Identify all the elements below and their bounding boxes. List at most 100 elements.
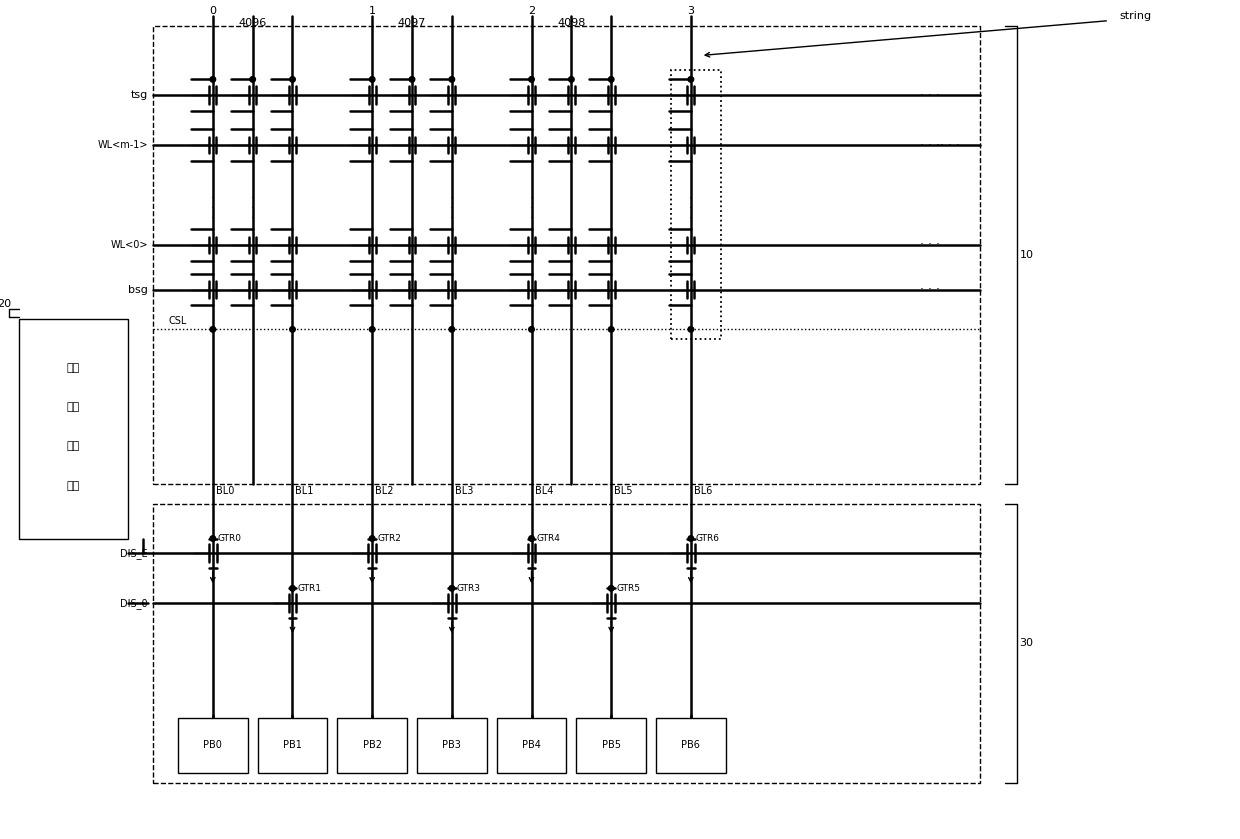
Text: 4097: 4097 [398,18,427,28]
Circle shape [569,76,574,82]
Circle shape [449,586,455,591]
Text: .: . [371,200,373,210]
Text: .: . [252,210,254,220]
Text: GTR3: GTR3 [456,584,481,593]
Text: 控制: 控制 [67,402,81,412]
Text: .: . [291,200,294,210]
Text: tsg: tsg [131,91,148,101]
Text: BL0: BL0 [216,486,234,496]
Circle shape [688,536,693,541]
Text: BL4: BL4 [534,486,553,496]
Text: PB3: PB3 [443,740,461,750]
Text: .: . [211,200,215,210]
Text: .: . [529,200,533,210]
Text: .: . [529,190,533,200]
Text: GTR6: GTR6 [696,534,720,543]
Text: · · ·: · · · [920,238,940,251]
Text: .: . [570,190,573,200]
Bar [497,718,567,773]
Bar [153,503,980,783]
Text: DIS_E: DIS_E [120,548,148,559]
Text: DIS_0: DIS_0 [120,598,148,609]
Circle shape [210,76,216,82]
Circle shape [210,326,216,332]
Bar [577,718,646,773]
Bar [671,70,720,339]
Text: GTR2: GTR2 [377,534,401,543]
Circle shape [290,326,295,332]
Text: 逻辑: 逻辑 [67,441,81,451]
Bar [19,320,128,539]
Text: 10: 10 [1019,250,1033,260]
Circle shape [609,326,614,332]
Circle shape [688,76,693,82]
Text: .: . [291,190,294,200]
Text: PB4: PB4 [522,740,541,750]
Text: .: . [450,210,454,220]
Text: PB1: PB1 [283,740,301,750]
Text: 3: 3 [687,6,694,16]
Text: .: . [689,210,692,220]
Circle shape [409,76,415,82]
Circle shape [449,326,455,332]
Text: .: . [211,190,215,200]
Text: 状态: 状态 [67,362,81,373]
Text: .: . [252,200,254,210]
Text: .: . [410,210,413,220]
Text: 1: 1 [368,6,376,16]
Circle shape [609,76,614,82]
Text: .: . [529,210,533,220]
Bar [337,718,407,773]
Text: .: . [610,190,613,200]
Text: GTR4: GTR4 [537,534,560,543]
Text: PB5: PB5 [601,740,621,750]
Text: WL<0>: WL<0> [110,240,148,250]
Text: bsg: bsg [128,284,148,294]
Text: GTR5: GTR5 [616,584,640,593]
Text: PB6: PB6 [682,740,701,750]
Text: BL2: BL2 [376,486,393,496]
Text: .: . [371,210,373,220]
Circle shape [290,586,295,591]
Text: GTR0: GTR0 [218,534,242,543]
Text: .: . [291,210,294,220]
Text: .: . [570,210,573,220]
Text: 4096: 4096 [238,18,267,28]
Bar [153,26,980,484]
Text: PB2: PB2 [362,740,382,750]
Text: BL3: BL3 [455,486,474,496]
Text: 20: 20 [0,300,11,310]
Circle shape [290,76,295,82]
Circle shape [250,76,255,82]
Text: · · ·: · · · [920,89,940,102]
Circle shape [688,326,693,332]
Circle shape [609,586,614,591]
Text: .: . [689,200,692,210]
Text: .: . [211,210,215,220]
Text: .: . [450,190,454,200]
Text: string: string [1120,11,1151,21]
Circle shape [370,536,374,541]
Text: .: . [371,190,373,200]
Circle shape [449,76,455,82]
Text: .: . [610,210,613,220]
Text: WL<m-1>: WL<m-1> [98,140,148,150]
Bar [417,718,486,773]
Circle shape [528,76,534,82]
Text: 4098: 4098 [557,18,585,28]
Bar [656,718,725,773]
Text: BL6: BL6 [694,486,712,496]
Circle shape [370,76,374,82]
Text: .: . [570,200,573,210]
Circle shape [370,326,374,332]
Text: BL1: BL1 [295,486,314,496]
Text: PB0: PB0 [203,740,222,750]
Text: · · ·: · · · [920,138,940,152]
Text: .: . [410,200,413,210]
Text: 0: 0 [210,6,216,16]
Bar [179,718,248,773]
Circle shape [528,536,534,541]
Text: · · ·: · · · [920,283,940,296]
Text: BL5: BL5 [614,486,632,496]
Text: CSL: CSL [167,316,186,326]
